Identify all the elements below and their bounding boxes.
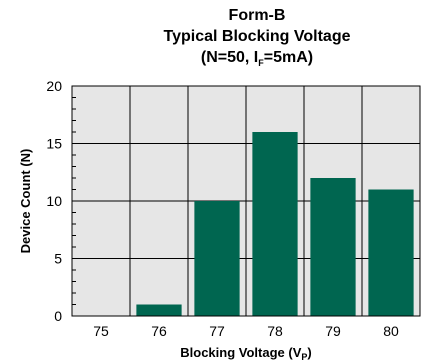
x-axis-label: Blocking Voltage (VP) [180, 345, 311, 362]
x-tick-label-80: 80 [383, 323, 399, 339]
x-axis-label-subscript: P [301, 352, 307, 362]
bar-80 [368, 189, 414, 316]
x-tick-label-77: 77 [209, 323, 225, 339]
bar-77 [194, 201, 240, 316]
x-axis-label-post: ) [307, 345, 311, 360]
bar-76 [136, 304, 182, 316]
chart-title-line-3-subscript: F [258, 58, 264, 68]
grid-lines [72, 86, 420, 316]
chart-title-line-3-pre: (N=50, I [201, 49, 258, 66]
x-axis-label-pre: Blocking Voltage (V [180, 345, 301, 360]
chart-title-line-1: Form-B [229, 7, 286, 24]
bar-78 [252, 132, 298, 316]
bars [136, 132, 414, 316]
bar-79 [310, 178, 356, 316]
chart-title-line-3: (N=50, IF=5mA) [201, 49, 313, 68]
axis-ticks: 0 5 10 15 20 75 76 77 78 79 80 [46, 78, 399, 339]
y-tick-label-10: 10 [46, 193, 62, 209]
plot-frame [71, 85, 421, 317]
x-tick-label-76: 76 [151, 323, 167, 339]
y-tick-label-20: 20 [46, 78, 62, 94]
x-tick-label-75: 75 [93, 323, 109, 339]
y-axis-label: Device Count (N) [18, 149, 33, 254]
y-tick-label-15: 15 [46, 136, 62, 152]
x-tick-label-79: 79 [325, 323, 341, 339]
chart-title-line-2: Typical Blocking Voltage [164, 28, 351, 45]
chart-title-line-3-post: =5mA) [264, 49, 313, 66]
y-tick-label-0: 0 [54, 308, 62, 324]
x-tick-label-78: 78 [267, 323, 283, 339]
y-tick-label-5: 5 [54, 251, 62, 267]
